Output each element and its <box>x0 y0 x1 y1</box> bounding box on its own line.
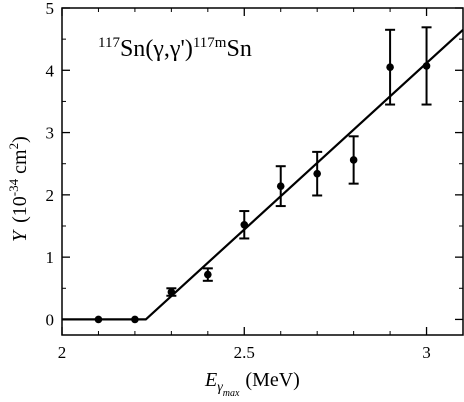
y-axis-unit-open: (10 <box>9 196 31 223</box>
data-point <box>131 315 139 324</box>
y-tick-label: 0 <box>46 310 55 329</box>
y-tick-label: 2 <box>46 186 55 205</box>
y-axis-symbol: Y <box>9 229 31 242</box>
data-point <box>240 220 249 229</box>
y-axis-unit-exp: 2 <box>6 143 21 150</box>
annotation-product-mass: 117m <box>193 35 227 51</box>
data-point <box>422 62 431 70</box>
x-axis-subsubscript: max <box>223 388 240 399</box>
y-tick-label: 3 <box>46 124 55 143</box>
x-tick-label: 2.5 <box>234 343 255 362</box>
data-point <box>94 315 103 324</box>
x-axis-label: Eγmax (MeV) <box>204 369 300 399</box>
y-axis-label: Y (10-34 cm2) <box>6 136 31 242</box>
data-point <box>349 156 358 164</box>
data-point <box>313 169 321 178</box>
x-axis-unit: (MeV) <box>245 369 299 391</box>
y-tick-label: 1 <box>46 248 55 267</box>
y-axis-exponent: -34 <box>6 178 21 196</box>
axis-tick-labels: 2 2.5 3 0 1 2 3 4 5 <box>46 0 431 362</box>
annotation-element: Sn <box>120 36 145 62</box>
y-tick-label: 5 <box>46 0 55 18</box>
reaction-annotation: 117Sn(γ,γ')117mSn <box>98 35 252 62</box>
annotation-mass-number: 117 <box>98 35 120 51</box>
y-axis-unit-mid: cm <box>9 149 31 179</box>
data-point <box>204 270 212 279</box>
y-axis-unit-close: ) <box>9 136 31 143</box>
x-tick-label: 2 <box>58 343 67 362</box>
data-point <box>276 182 285 190</box>
data-point <box>167 288 176 296</box>
data-point <box>386 63 394 71</box>
fit-line <box>62 28 464 321</box>
x-tick-label: 3 <box>422 343 431 362</box>
data-points <box>94 26 432 324</box>
annotation-reaction: (γ,γ') <box>145 36 193 62</box>
x-axis-subscript: γ <box>217 380 223 395</box>
annotation-product-element: Sn <box>226 36 251 62</box>
plot-frame <box>61 7 464 336</box>
axis-ticks <box>61 7 463 335</box>
y-tick-label: 4 <box>46 61 55 80</box>
x-axis-symbol: E <box>204 369 217 391</box>
